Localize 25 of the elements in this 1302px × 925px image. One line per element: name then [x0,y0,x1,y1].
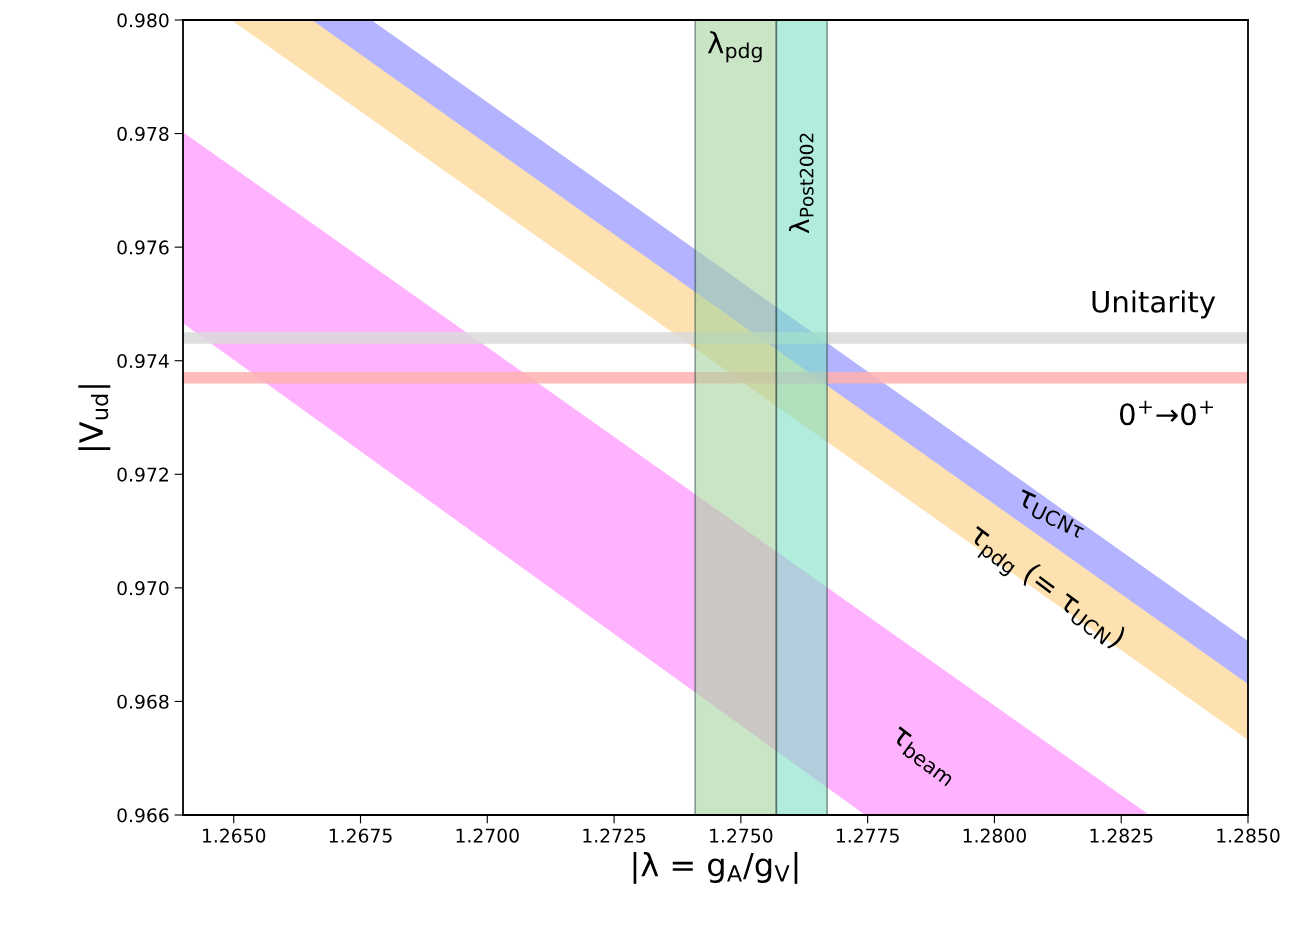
y-tick-label: 0.978 [117,126,169,141]
x-tick-label: 1.2800 [963,828,1026,843]
x-tick-label: 1.2850 [1217,828,1280,843]
text: τ$_{beam}$ [887,726,959,787]
band-label: 0$^{+}$→0$^{+}$ [1119,400,1214,426]
y-tick-label: 0.966 [117,808,169,823]
y-tick-label: 0.976 [117,240,169,255]
y-tick-label: 0.968 [117,694,169,709]
band-label: λ$_{pdg}$ [707,31,762,63]
x-tick-label: 1.2700 [456,828,519,843]
x-tick-label: 1.2675 [329,828,392,843]
y-tick-label: 0.974 [117,353,169,369]
x-tick-label: 1.2825 [1090,828,1153,843]
band-label: Unitarity [1092,290,1216,319]
y-tick-label: 0.970 [117,581,169,596]
x-tick-label: 1.2775 [836,828,899,843]
y-axis-title: |V$_{ud}$| [78,385,111,451]
y-tick-label: 0.980 [117,13,169,28]
x-tick-label: 1.2750 [710,828,773,843]
x-tick-label: 1.2650 [202,828,266,843]
y-tick-label: 0.972 [117,467,168,482]
text: τ$_{UCNτ}$ [1013,489,1089,540]
x-axis-title: |λ = g$_{A}$/g$_{V}$| [633,851,798,884]
band-label: λ$_{Post2002}$ [788,133,814,234]
x-tick-label: 1.2725 [583,828,646,843]
